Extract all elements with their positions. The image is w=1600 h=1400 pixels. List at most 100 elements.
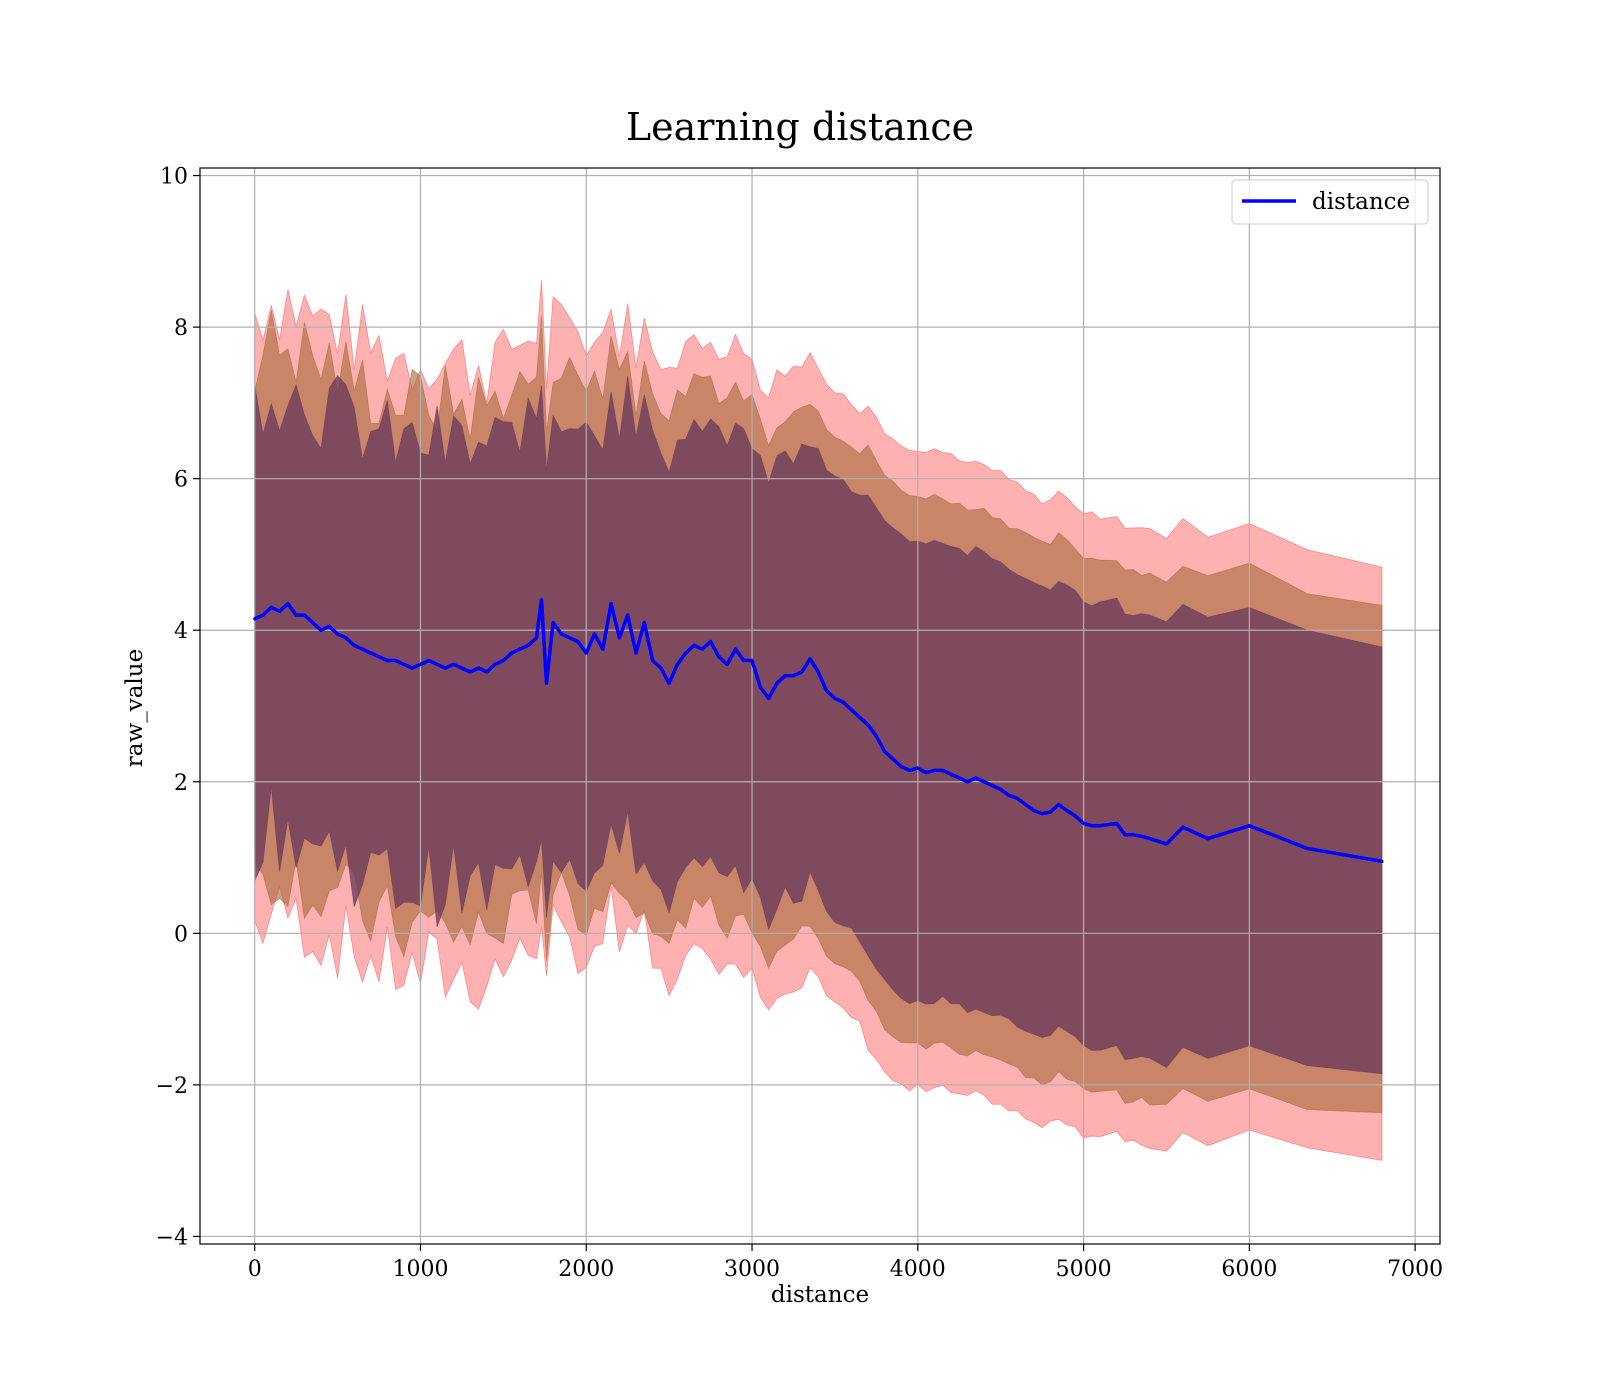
data-point xyxy=(783,674,787,678)
data-point xyxy=(592,632,597,636)
data-point xyxy=(1131,833,1135,837)
data-point xyxy=(1181,825,1185,829)
data-point xyxy=(1057,802,1061,807)
data-point xyxy=(708,639,713,644)
y-tick-label: 10 xyxy=(160,165,188,190)
data-point xyxy=(849,708,854,712)
data-point xyxy=(360,647,365,651)
data-point xyxy=(816,670,820,674)
data-point xyxy=(1090,824,1094,828)
data-point xyxy=(692,643,696,647)
data-point xyxy=(965,780,970,784)
x-tick-label: 5000 xyxy=(1056,1257,1112,1282)
data-point xyxy=(634,651,638,655)
data-point xyxy=(294,613,298,617)
data-point xyxy=(460,666,464,670)
x-tick-label: 4000 xyxy=(890,1257,946,1282)
data-point xyxy=(402,662,406,666)
data-point xyxy=(418,662,423,666)
data-point xyxy=(1247,824,1251,828)
data-point xyxy=(1140,834,1144,838)
data-point xyxy=(485,670,489,674)
data-point xyxy=(559,632,563,636)
data-point xyxy=(427,658,431,663)
data-point xyxy=(833,696,837,701)
data-point xyxy=(1048,810,1053,814)
data-point xyxy=(808,657,812,661)
data-point xyxy=(717,655,721,659)
data-point xyxy=(261,613,265,617)
x-tick-label: 7000 xyxy=(1387,1257,1443,1282)
data-point xyxy=(335,632,340,636)
data-point xyxy=(659,666,663,670)
data-point xyxy=(775,681,779,685)
data-point xyxy=(858,715,862,719)
legend: distance xyxy=(1231,179,1429,225)
data-point xyxy=(526,643,530,647)
data-point xyxy=(932,768,936,773)
data-point xyxy=(1206,837,1210,841)
data-point xyxy=(883,749,887,754)
data-point xyxy=(510,651,514,655)
x-axis: 0 1000 2000 3000 4000 5000 6000 7000 xyxy=(248,1244,1443,1282)
grid-lines xyxy=(200,168,1440,1244)
data-point xyxy=(1015,796,1019,801)
data-point xyxy=(1065,808,1069,813)
data-point xyxy=(866,723,870,727)
y-axis-label: raw_value xyxy=(122,649,148,767)
data-point xyxy=(1023,802,1028,807)
data-point xyxy=(941,768,945,773)
data-point xyxy=(1148,837,1152,841)
confidence-bands xyxy=(254,280,1383,1161)
data-point xyxy=(791,674,796,678)
data-point xyxy=(352,643,356,647)
data-point xyxy=(539,598,544,602)
data-point xyxy=(319,628,323,632)
data-point xyxy=(501,658,505,663)
data-point xyxy=(518,647,522,651)
y-tick-label: 2 xyxy=(174,771,188,796)
data-point xyxy=(916,766,920,770)
data-point xyxy=(253,617,257,621)
x-tick-label: 2000 xyxy=(558,1257,614,1282)
data-point xyxy=(700,647,704,651)
data-point xyxy=(286,602,290,606)
data-point xyxy=(609,602,613,606)
data-point xyxy=(758,685,762,689)
band-inner xyxy=(254,374,1383,1075)
x-tick-label: 0 xyxy=(248,1257,262,1282)
data-point xyxy=(841,700,845,704)
data-point xyxy=(725,662,729,666)
y-tick-label: 0 xyxy=(174,922,188,947)
data-point xyxy=(302,613,307,617)
data-point xyxy=(551,621,555,625)
data-point xyxy=(576,639,580,644)
data-point xyxy=(899,765,903,769)
data-point xyxy=(452,662,456,666)
data-point xyxy=(800,670,804,674)
data-point xyxy=(974,776,978,780)
data-point xyxy=(1123,833,1127,837)
data-point xyxy=(874,734,878,738)
data-point xyxy=(750,658,754,663)
series-line-layer xyxy=(253,598,1384,864)
data-point xyxy=(617,636,622,640)
data-point xyxy=(642,621,646,625)
data-point xyxy=(626,613,630,617)
y-tick-label: −4 xyxy=(156,1225,188,1250)
data-point xyxy=(684,651,688,655)
legend-box xyxy=(1231,179,1429,225)
data-point xyxy=(277,609,282,613)
data-point xyxy=(344,636,348,640)
data-point xyxy=(907,768,912,773)
data-point xyxy=(1098,824,1102,828)
data-point xyxy=(982,780,986,784)
y-tick-label: 6 xyxy=(174,468,188,493)
data-point xyxy=(1115,821,1119,826)
data-point xyxy=(435,662,439,666)
data-point xyxy=(584,651,588,655)
data-point xyxy=(733,647,738,651)
data-point xyxy=(825,689,829,693)
data-point xyxy=(650,658,655,663)
